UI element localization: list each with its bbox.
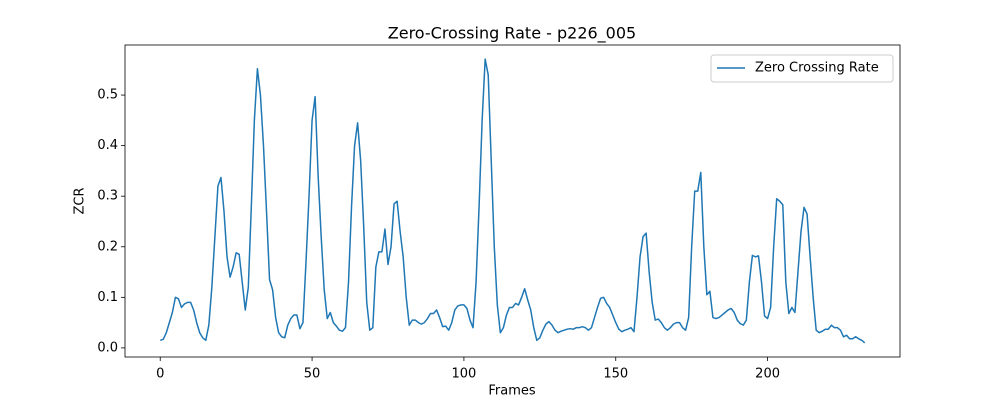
x-axis-label: Frames [488, 384, 536, 399]
y-tick-label: 0.4 [97, 138, 118, 153]
y-axis-label: ZCR [73, 187, 88, 214]
x-tick-label: 100 [451, 367, 476, 382]
legend-box [710, 54, 894, 83]
x-tick-label: 0 [156, 367, 164, 382]
y-tick-label: 0.1 [97, 290, 118, 305]
plot-frame [124, 44, 901, 358]
y-tick-label: 0.2 [97, 239, 118, 254]
x-tick-label: 150 [603, 367, 628, 382]
data-line [159, 58, 866, 344]
x-tick-label: 200 [755, 367, 780, 382]
x-tick-label: 50 [304, 367, 321, 382]
y-tick-label: 0.0 [97, 340, 118, 355]
y-tick-label: 0.5 [97, 88, 118, 103]
chart-title: Zero-Crossing Rate - p226_005 [388, 24, 636, 44]
legend-label: Zero Crossing Rate [755, 61, 879, 76]
y-tick-label: 0.3 [97, 189, 118, 204]
